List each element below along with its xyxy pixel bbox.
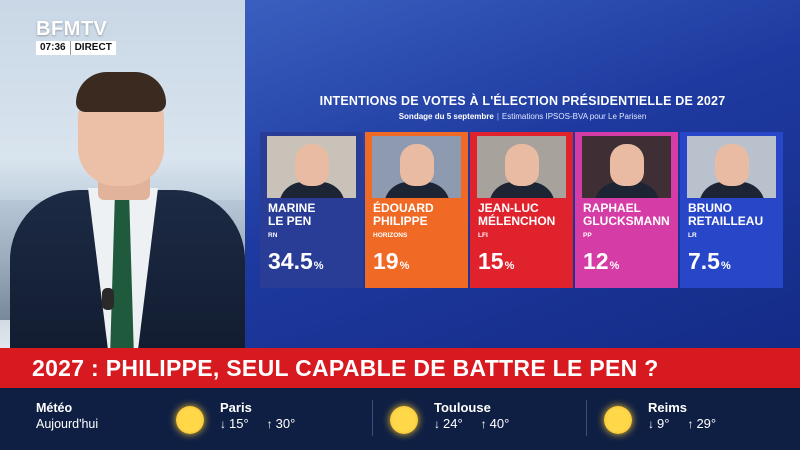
poll-source: Estimations IPSOS-BVA pour Le Parisen [501,112,647,121]
arrow-up-icon: ↑ [687,417,694,431]
weather-temps: ↓ 15° ↑ 30° [220,416,296,431]
weather-city-name: Reims [648,400,688,415]
sun-icon [390,406,418,434]
weather-city-name: Paris [220,400,252,415]
clock-time: 07:36 [36,41,70,55]
sun-icon [604,406,632,434]
candidate-score: 12% [583,248,620,274]
presenter [0,70,250,360]
headline-ribbon: 2027 : PHILIPPE, SEUL CAPABLE DE BATTRE … [0,348,800,388]
weather-divider [586,400,587,436]
candidate-photo [582,136,671,198]
candidate-name: JEAN-LUC MÉLENCHON [478,201,556,228]
candidate-party: LFI [478,232,488,239]
candidate-party: LR [688,232,697,239]
weather-city-name: Toulouse [434,400,491,415]
candidate-photo [477,136,566,198]
weather-temps: ↓ 9° ↑ 29° [648,416,717,431]
poll-date: Sondage du 5 septembre [398,112,494,121]
candidate-score: 34.5% [268,248,324,274]
candidate-name: BRUNO RETAILLEAU [688,201,764,228]
candidate-card: ÉDOUARD PHILIPPE HORIZONS 19% [365,132,468,288]
candidate-photo [687,136,776,198]
live-label: DIRECT [69,41,116,55]
candidate-name: MARINE LE PEN [268,201,316,228]
arrow-up-icon: ↑ [480,417,487,431]
sun-icon [176,406,204,434]
arrow-up-icon: ↑ [266,417,273,431]
headline-text: 2027 : PHILIPPE, SEUL CAPABLE DE BATTRE … [32,355,659,381]
candidate-cards: MARINE LE PEN RN 34.5% ÉDOUARD PHILIPPE HO… [260,132,785,288]
clock-badge: 07:36 DIRECT [36,41,116,55]
channel-logo: BFMTV [36,18,108,40]
lapel-mic [102,288,114,310]
candidate-score: 15% [478,248,515,274]
weather-temps: ↓ 24° ↑ 40° [434,416,510,431]
candidate-photo [267,136,356,198]
candidate-score: 19% [373,248,410,274]
candidate-party: RN [268,232,278,239]
candidate-party: PP [583,232,592,239]
candidate-party: HORIZONS [373,232,408,239]
weather-strip: Météo Aujourd'hui Paris ↓ 15° ↑ 30° Toulous… [0,388,800,450]
weather-label: Météo Aujourd'hui [36,401,99,431]
candidate-card: MARINE LE PEN RN 34.5% [260,132,363,288]
arrow-down-icon: ↓ [648,417,654,431]
poll-subtitle: Sondage du 5 septembre | Estimations IPSOS… [398,112,647,121]
poll-panel: INTENTIONS DE VOTES À L'ÉLECTION PRÉSIDE… [245,60,800,352]
candidate-score: 7.5% [688,248,731,274]
weather-divider [372,400,373,436]
arrow-down-icon: ↓ [220,417,226,431]
arrow-down-icon: ↓ [434,417,440,431]
candidate-name: RAPHAEL GLUCKSMANN [583,201,670,228]
poll-title: INTENTIONS DE VOTES À L'ÉLECTION PRÉSIDE… [319,94,726,108]
candidate-card: JEAN-LUC MÉLENCHON LFI 15% [470,132,573,288]
candidate-card: RAPHAEL GLUCKSMANN PP 12% [575,132,678,288]
candidate-photo [372,136,461,198]
candidate-name: ÉDOUARD PHILIPPE [373,201,434,228]
candidate-card: BRUNO RETAILLEAU LR 7.5% [680,132,783,288]
